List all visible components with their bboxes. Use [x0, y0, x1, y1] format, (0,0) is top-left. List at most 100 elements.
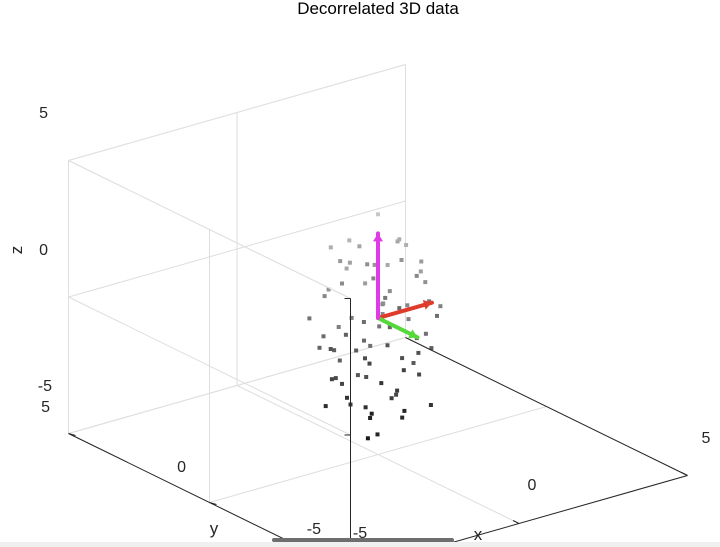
data-point [404, 243, 409, 247]
data-point [326, 287, 331, 292]
data-point [414, 273, 419, 278]
vector-head-2 [373, 233, 383, 242]
data-point [406, 317, 411, 322]
data-point [340, 281, 344, 286]
data-point [363, 405, 368, 410]
data-point [332, 348, 337, 353]
data-point [317, 345, 322, 350]
data-point [395, 239, 400, 244]
data-point [307, 316, 312, 321]
x-tick [681, 472, 688, 476]
data-point [379, 381, 384, 386]
data-point [399, 258, 404, 262]
data-point [372, 262, 377, 267]
data-point [385, 343, 390, 348]
x-axis-label: x [474, 525, 483, 542]
data-point [345, 395, 349, 400]
y-tick-label-0: 0 [177, 459, 186, 476]
data-point [347, 238, 352, 243]
data-point [323, 404, 328, 409]
data-point [383, 295, 388, 300]
data-point [402, 408, 407, 413]
data-point [397, 237, 402, 242]
data-point [411, 361, 416, 365]
x-tick-label-neg5: -5 [353, 525, 367, 542]
z-tick-label-0: 0 [39, 242, 48, 259]
data-point [435, 313, 439, 318]
data-point [365, 436, 370, 441]
data-point [376, 212, 380, 217]
horizontal-scrollbar[interactable] [272, 538, 454, 542]
box-top-back [68, 64, 406, 161]
data-point [362, 338, 366, 343]
data-point [364, 375, 369, 379]
data-point [363, 356, 367, 361]
data-points [307, 212, 443, 441]
data-point [387, 289, 392, 294]
data-point [363, 281, 368, 286]
direction-vectors [373, 231, 434, 340]
data-point [389, 396, 394, 401]
data-point [343, 332, 348, 337]
data-point [427, 299, 432, 304]
data-point [419, 259, 424, 264]
data-point [349, 315, 354, 320]
y-axis-label: y [210, 519, 219, 538]
box-top-left [68, 160, 351, 299]
data-point [371, 276, 376, 281]
data-point [367, 361, 372, 366]
data-point [423, 331, 428, 336]
data-point [405, 303, 410, 308]
data-point [380, 312, 385, 316]
data-point [416, 350, 421, 355]
data-point [397, 306, 402, 311]
data-point [347, 260, 352, 265]
data-point [369, 411, 374, 416]
data-point [401, 368, 406, 373]
grid-line-floor-y [209, 406, 547, 503]
data-point [340, 381, 344, 386]
vector-0 [376, 300, 434, 320]
z-tick-label-neg5: -5 [38, 378, 52, 395]
data-point [387, 325, 392, 330]
y-tick-label-5: 5 [41, 399, 50, 416]
data-point [336, 325, 341, 329]
data-point [395, 388, 400, 393]
z-axis-label: z [7, 246, 26, 255]
data-point [322, 294, 327, 299]
data-point [357, 244, 362, 249]
data-point [361, 320, 366, 324]
data-point [337, 358, 342, 363]
z-tick-label-5: 5 [39, 105, 48, 122]
data-point [344, 266, 349, 271]
data-point [417, 372, 422, 377]
x-tick-label-0: 0 [528, 477, 537, 494]
data-point [428, 403, 433, 407]
data-point [368, 416, 373, 420]
y-tick [209, 502, 217, 505]
data-point [354, 348, 359, 353]
x-tick-label-5: 5 [702, 430, 711, 447]
data-point [377, 324, 382, 329]
vector-head-1 [408, 329, 418, 339]
chart-title: Decorrelated 3D data [297, 0, 459, 18]
data-point [438, 304, 443, 309]
x-axis-line [405, 337, 688, 476]
data-point [381, 301, 386, 306]
data-point [368, 343, 373, 348]
data-point [385, 263, 390, 267]
data-point [328, 245, 333, 250]
data-point [365, 262, 370, 267]
x-tick [512, 520, 520, 524]
data-point [333, 376, 338, 381]
data-point [329, 377, 334, 382]
data-point [423, 280, 428, 285]
data-point [338, 259, 343, 264]
y-tick-label-neg5: -5 [307, 521, 321, 538]
grid-line-wall-z-back [68, 337, 406, 434]
data-point [355, 373, 360, 378]
grid-line-wall-z-back [68, 200, 406, 298]
data-point [375, 432, 380, 437]
